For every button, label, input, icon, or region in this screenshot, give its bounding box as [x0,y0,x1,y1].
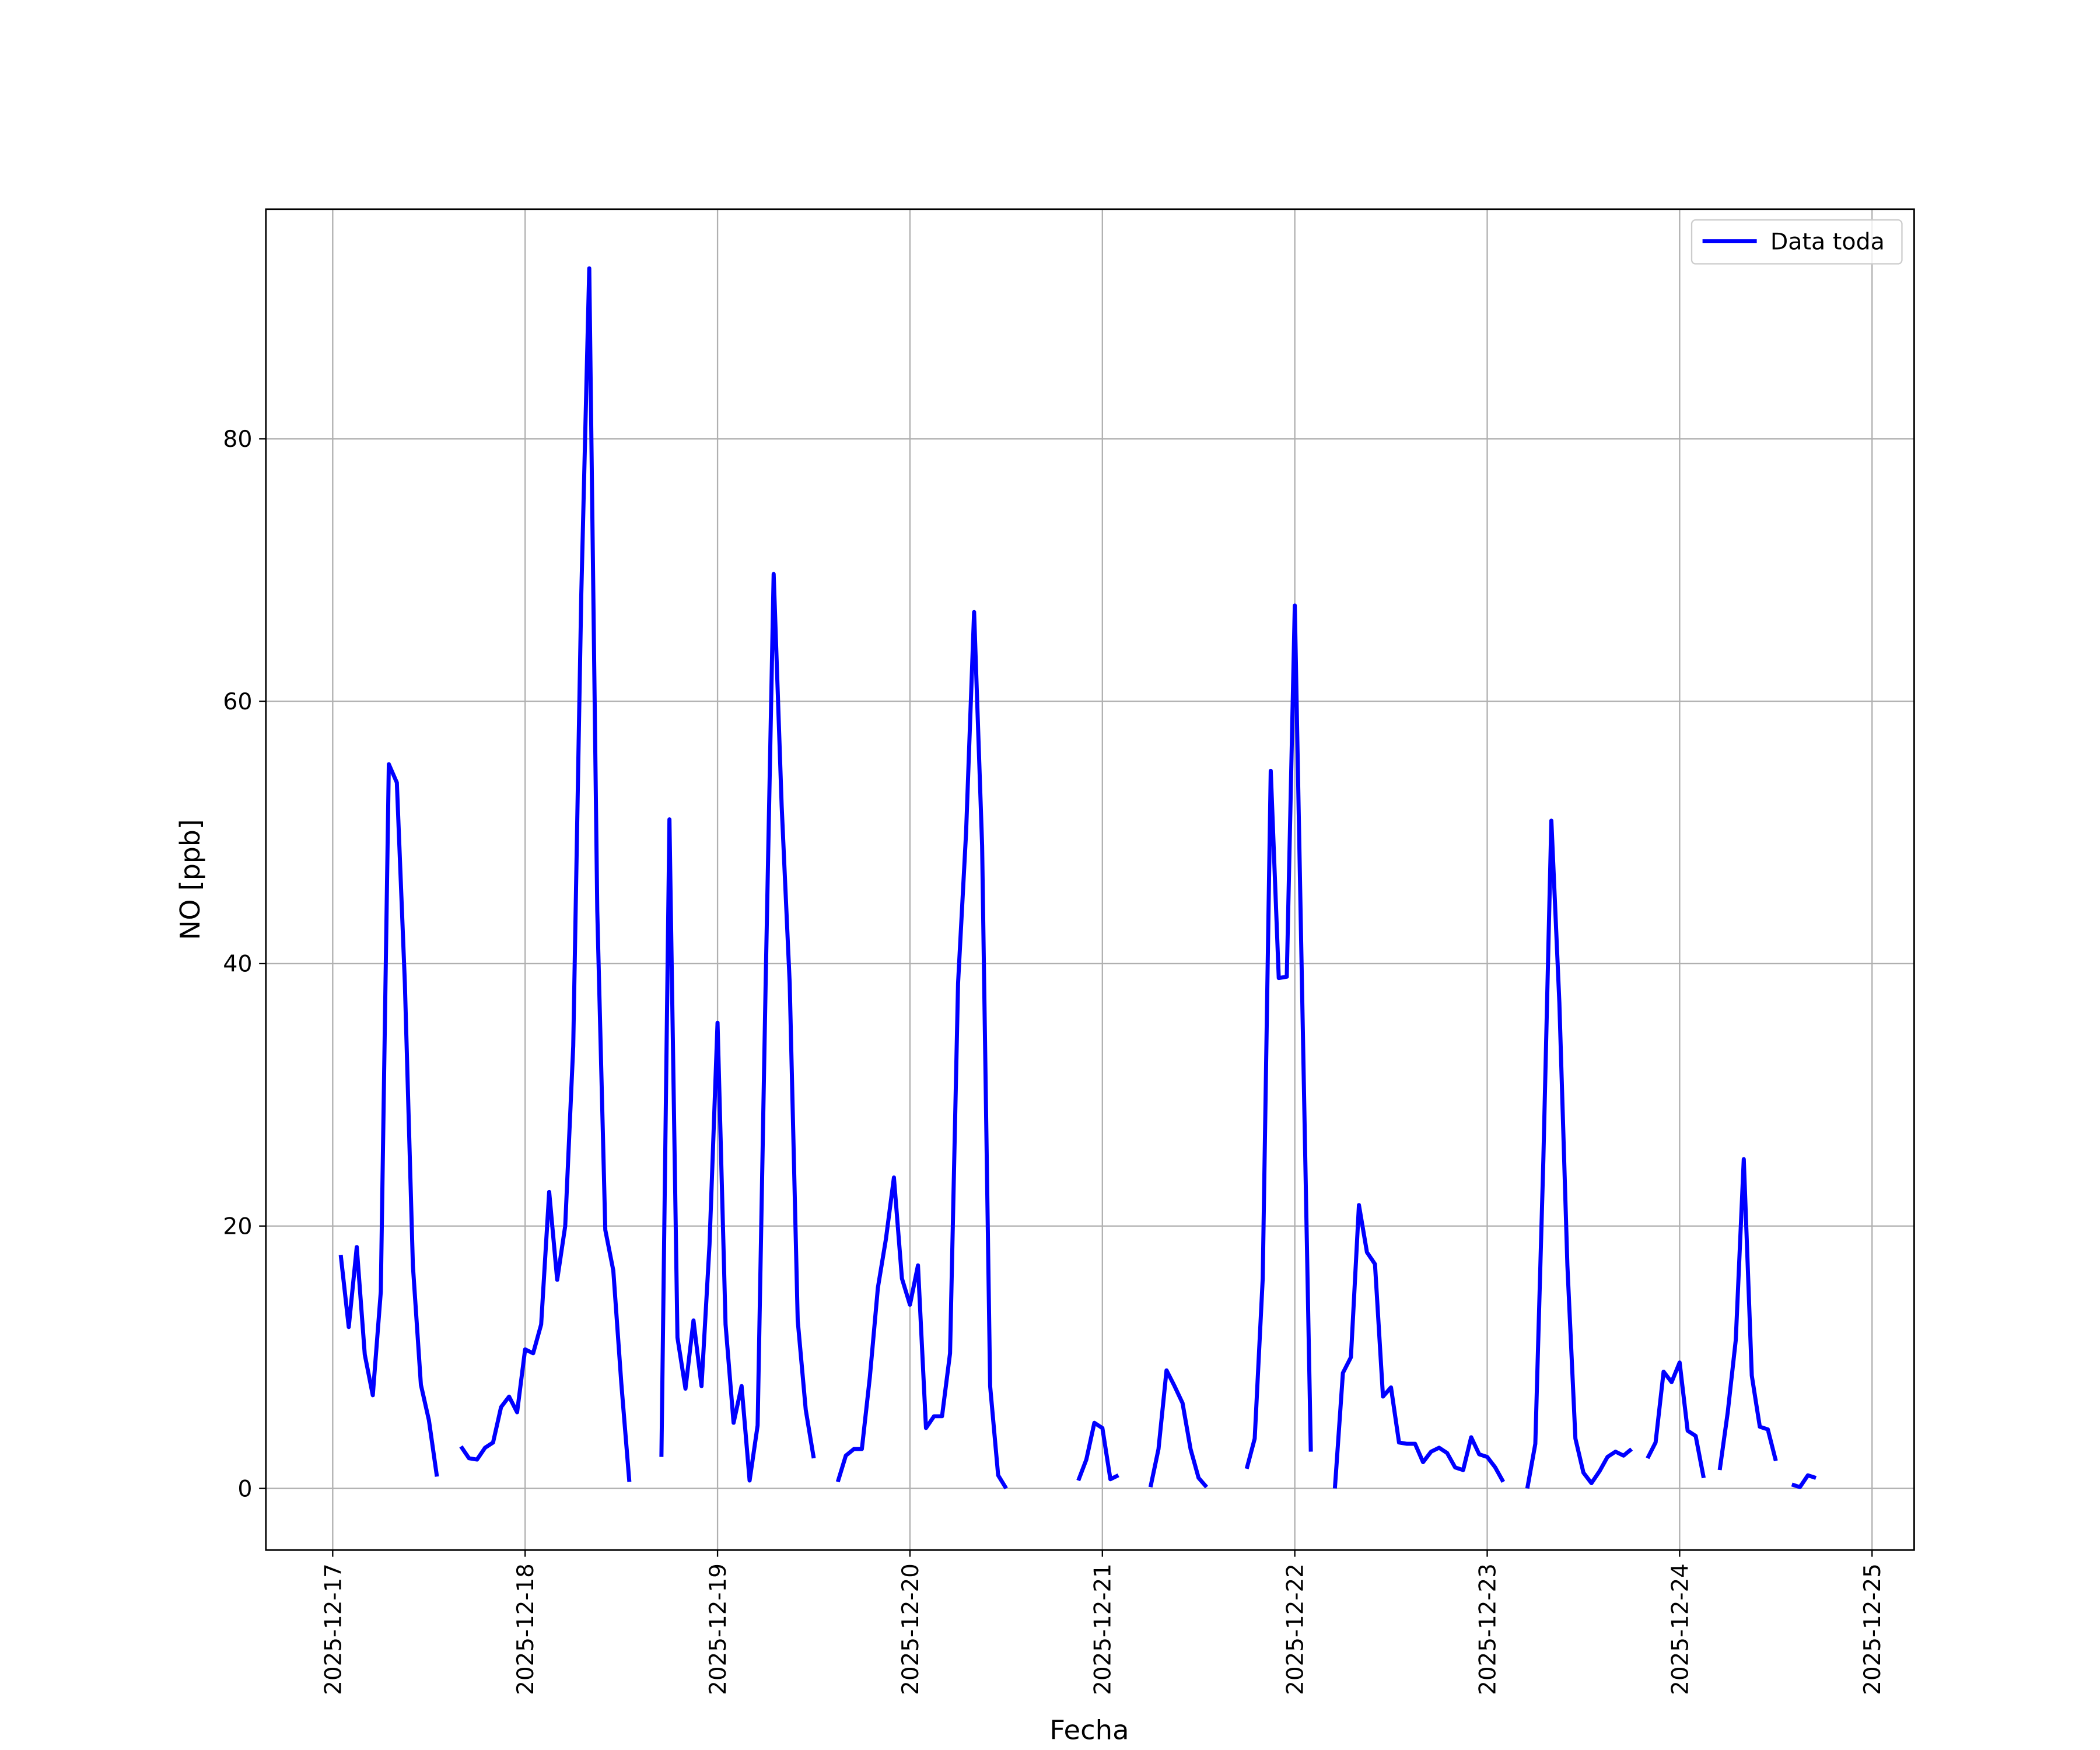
legend-label: Data toda [1770,229,1885,256]
y-tick-label: 20 [223,1214,252,1240]
x-tick-label: 2025-12-17 [320,1563,346,1695]
x-tick-label: 2025-12-21 [1090,1563,1116,1695]
plot-frame [265,208,1915,1551]
legend-box [1690,219,1903,265]
y-tick-label: 0 [237,1476,252,1503]
x-tick-label: 2025-12-22 [1282,1563,1308,1695]
y-axis-label: NO [ppb] [174,819,205,940]
y-tick-label: 40 [223,951,252,978]
x-tick-label: 2025-12-25 [1860,1563,1886,1695]
x-tick-label: 2025-12-23 [1475,1563,1501,1695]
y-tick-label: 80 [223,426,252,453]
x-tick-label: 2025-12-24 [1667,1563,1693,1695]
x-tick-label: 2025-12-18 [513,1563,539,1695]
x-tick-label: 2025-12-19 [705,1563,732,1695]
data-line [338,266,1817,1490]
x-axis-label: Fecha [1049,1714,1129,1746]
y-tick-label: 60 [223,689,252,715]
x-tick-label: 2025-12-20 [898,1563,924,1695]
